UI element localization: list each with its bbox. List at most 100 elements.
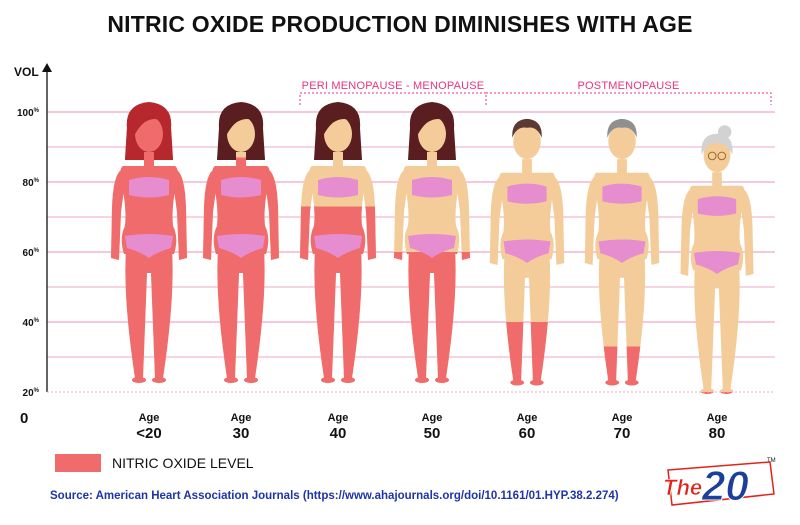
phase-bracket-line — [299, 92, 487, 105]
x-tick-value: 80 — [709, 425, 726, 442]
arm-left — [394, 170, 408, 260]
logo-trademark: TM — [767, 458, 776, 464]
foot — [624, 379, 639, 386]
arm-left — [680, 189, 694, 276]
arm-right — [365, 206, 376, 260]
briefs — [421, 252, 443, 258]
briefs — [598, 239, 646, 263]
legs — [694, 266, 740, 390]
phase-label: PERI MENOPAUSE - MENOPAUSE — [302, 80, 485, 92]
phase-annotations: PERI MENOPAUSE - MENOPAUSE POSTMENOPAUSE — [299, 80, 772, 105]
nitric-oxide-fill — [111, 112, 187, 383]
hair-front — [225, 110, 256, 138]
y-tick-label: 20% — [23, 388, 40, 399]
woman-silhouette-icon — [584, 118, 660, 386]
bra — [507, 183, 547, 204]
arm-right — [461, 252, 470, 260]
briefs — [217, 234, 265, 258]
chart-title: NITRIC OXIDE PRODUCTION DIMINISHES WITH … — [107, 11, 692, 37]
figures — [111, 102, 754, 394]
nitric-oxide-fill — [603, 346, 641, 386]
foot — [244, 377, 258, 383]
phase-label: POSTMENOPAUSE — [577, 80, 679, 92]
hair-front — [322, 110, 353, 138]
legs — [217, 250, 265, 378]
neck — [712, 172, 722, 188]
arm-left — [394, 252, 403, 260]
source-citation: Source: American Heart Association Journ… — [50, 490, 619, 502]
arm-right — [740, 189, 754, 276]
neck — [333, 152, 343, 168]
x-tick-prefix: Age — [517, 412, 538, 424]
x-tick-value: 60 — [519, 425, 536, 442]
legs — [125, 250, 173, 378]
woman-silhouette-icon — [394, 102, 470, 383]
legend-label: NITRIC OXIDE LEVEL — [112, 455, 254, 471]
x-tick-prefix: Age — [422, 412, 443, 424]
woman-silhouette-icon — [489, 118, 565, 386]
x-tick-value: 70 — [614, 425, 631, 442]
head — [135, 116, 163, 152]
legs — [314, 250, 362, 378]
hair-front — [607, 118, 637, 138]
y-ticks: 100% 80% 60% 40% 20% — [17, 108, 40, 399]
glasses-icon — [707, 151, 717, 161]
neck — [522, 159, 532, 175]
woman-silhouette-icon — [111, 102, 187, 383]
phase-bracket-line — [485, 92, 772, 105]
y-axis-label: VOL — [14, 65, 39, 79]
legs — [408, 252, 456, 378]
neck — [427, 152, 437, 168]
bra — [602, 183, 642, 204]
arm-left — [203, 170, 217, 260]
phase-bracket: POSTMENOPAUSE — [485, 80, 772, 105]
briefs — [125, 234, 173, 258]
head — [324, 116, 352, 152]
the20-logo-icon: The 20 TM — [663, 458, 776, 510]
foot — [529, 379, 544, 386]
x-tick-value: 30 — [233, 425, 250, 442]
foot — [605, 379, 620, 386]
hair-front — [701, 133, 733, 155]
foot — [224, 377, 238, 383]
x-tick-prefix: Age — [328, 412, 349, 424]
foot — [341, 377, 355, 383]
nitric-oxide-fill — [506, 322, 548, 386]
logo-badge — [667, 461, 775, 506]
neck — [617, 159, 627, 175]
y-tick-label: 100% — [17, 108, 40, 119]
head — [608, 123, 636, 160]
nitric-oxide-fill — [300, 206, 376, 383]
y-axis: VOL 0 — [14, 63, 775, 427]
foot — [435, 377, 449, 383]
head — [703, 137, 731, 173]
arm-left — [300, 206, 311, 260]
head — [418, 116, 446, 152]
arm-right — [645, 176, 660, 265]
arm-right — [456, 170, 470, 260]
briefs — [694, 250, 740, 274]
neck — [144, 152, 154, 168]
foot — [132, 377, 146, 383]
arm-right — [265, 170, 279, 260]
y-axis-arrow-icon — [42, 63, 52, 72]
briefs — [408, 234, 456, 258]
legend: NITRIC OXIDE LEVEL — [55, 454, 254, 472]
bra — [129, 177, 169, 198]
hair-front — [416, 110, 447, 138]
x-tick-prefix: Age — [612, 412, 633, 424]
y-tick-label: 40% — [23, 318, 40, 329]
x-tick-prefix: Age — [231, 412, 252, 424]
foot — [415, 377, 429, 383]
origin-label: 0 — [20, 410, 28, 427]
head — [227, 116, 255, 152]
legs — [603, 346, 641, 381]
legs — [506, 322, 548, 381]
hair-front — [133, 112, 164, 138]
